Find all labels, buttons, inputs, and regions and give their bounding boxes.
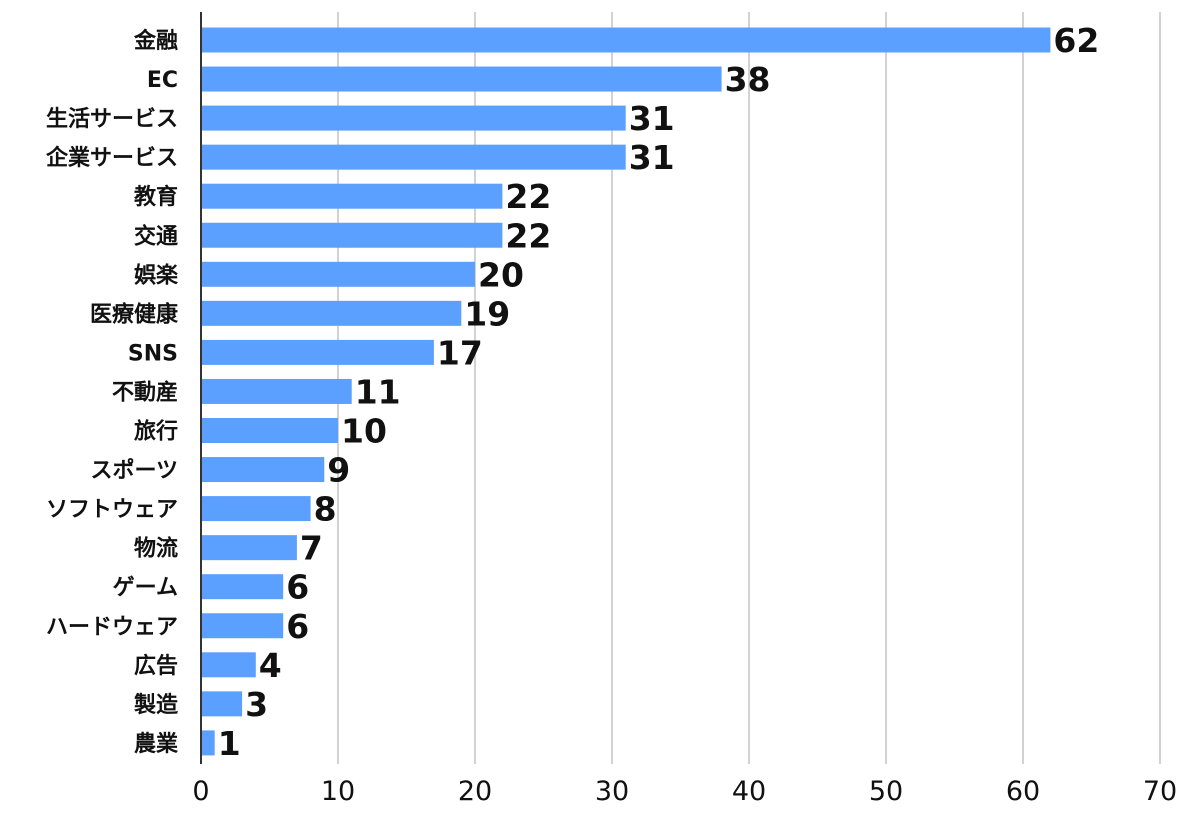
bar-14 [201,574,284,600]
x-tick-label-20: 20 [458,776,492,807]
value-label-2: 31 [629,99,675,138]
bar-18 [201,730,215,756]
bar-10 [201,418,338,443]
bar-1 [201,66,722,92]
category-label-15: ハードウェア [46,615,178,640]
category-label-11: スポーツ [90,458,178,484]
category-label-6: 娯楽 [134,262,179,288]
bar-12 [201,496,311,522]
value-label-7: 19 [464,294,510,333]
value-label-14: 6 [286,568,309,607]
bar-3 [201,144,626,170]
value-label-6: 20 [478,255,524,294]
category-label-10: 旅行 [134,419,178,445]
bar-13 [201,535,297,561]
x-tick-label-50: 50 [869,776,903,807]
value-label-5: 22 [505,216,551,255]
value-label-18: 1 [218,724,241,763]
category-label-1: EC [147,68,178,93]
category-label-4: 教育 [134,184,178,210]
category-label-7: 医療健康 [90,301,179,327]
tick-labels: 0 10 20 30 40 50 60 70 [192,776,1177,807]
value-label-0: 62 [1053,21,1099,60]
category-label-17: 製造 [133,692,178,718]
bar-layer [201,27,1051,756]
value-label-15: 6 [286,607,309,646]
category-label-8: SNS [128,341,178,366]
bar-17 [201,691,243,717]
x-tick-label-0: 0 [192,776,209,807]
bar-16 [201,652,256,678]
bar-4 [201,183,503,209]
value-label-9: 11 [355,372,401,411]
category-label-16: 広告 [134,653,178,679]
value-label-17: 3 [245,685,268,724]
value-label-16: 4 [259,646,282,685]
category-label-13: 物流 [134,536,178,562]
x-tick-label-70: 70 [1143,776,1177,807]
x-tick-label-10: 10 [321,776,355,807]
bar-9 [201,378,352,404]
category-label-3: 企業サービス [45,145,178,171]
grid-layer [337,12,1161,764]
category-label-0: 金融 [133,28,178,54]
bar-0 [201,27,1051,53]
category-label-2: 生活サービス [46,107,178,132]
value-label-8: 17 [437,333,483,372]
value-label-10: 10 [341,412,387,451]
bar-8 [201,339,434,365]
value-label-12: 8 [314,490,337,529]
category-label-9: 不動産 [112,379,178,405]
value-label-3: 31 [629,138,675,177]
bar-11 [201,457,325,483]
value-label-1: 38 [725,60,771,99]
value-label-13: 7 [300,529,323,568]
category-label-18: 農業 [134,732,179,757]
x-tick-label-60: 60 [1006,776,1040,807]
category-label-5: 交通 [134,223,178,249]
category-label-12: ソフトウェア [46,498,178,523]
bar-15 [201,613,284,639]
bar-6 [201,261,475,287]
bar-7 [201,300,462,326]
category-label-14: ゲーム [113,576,178,601]
x-tick-label-40: 40 [732,776,766,807]
value-label-11: 9 [327,451,350,490]
bar-5 [201,222,503,248]
value-label-4: 22 [505,177,551,216]
x-tick-label-30: 30 [595,776,629,807]
bar-2 [201,105,626,131]
